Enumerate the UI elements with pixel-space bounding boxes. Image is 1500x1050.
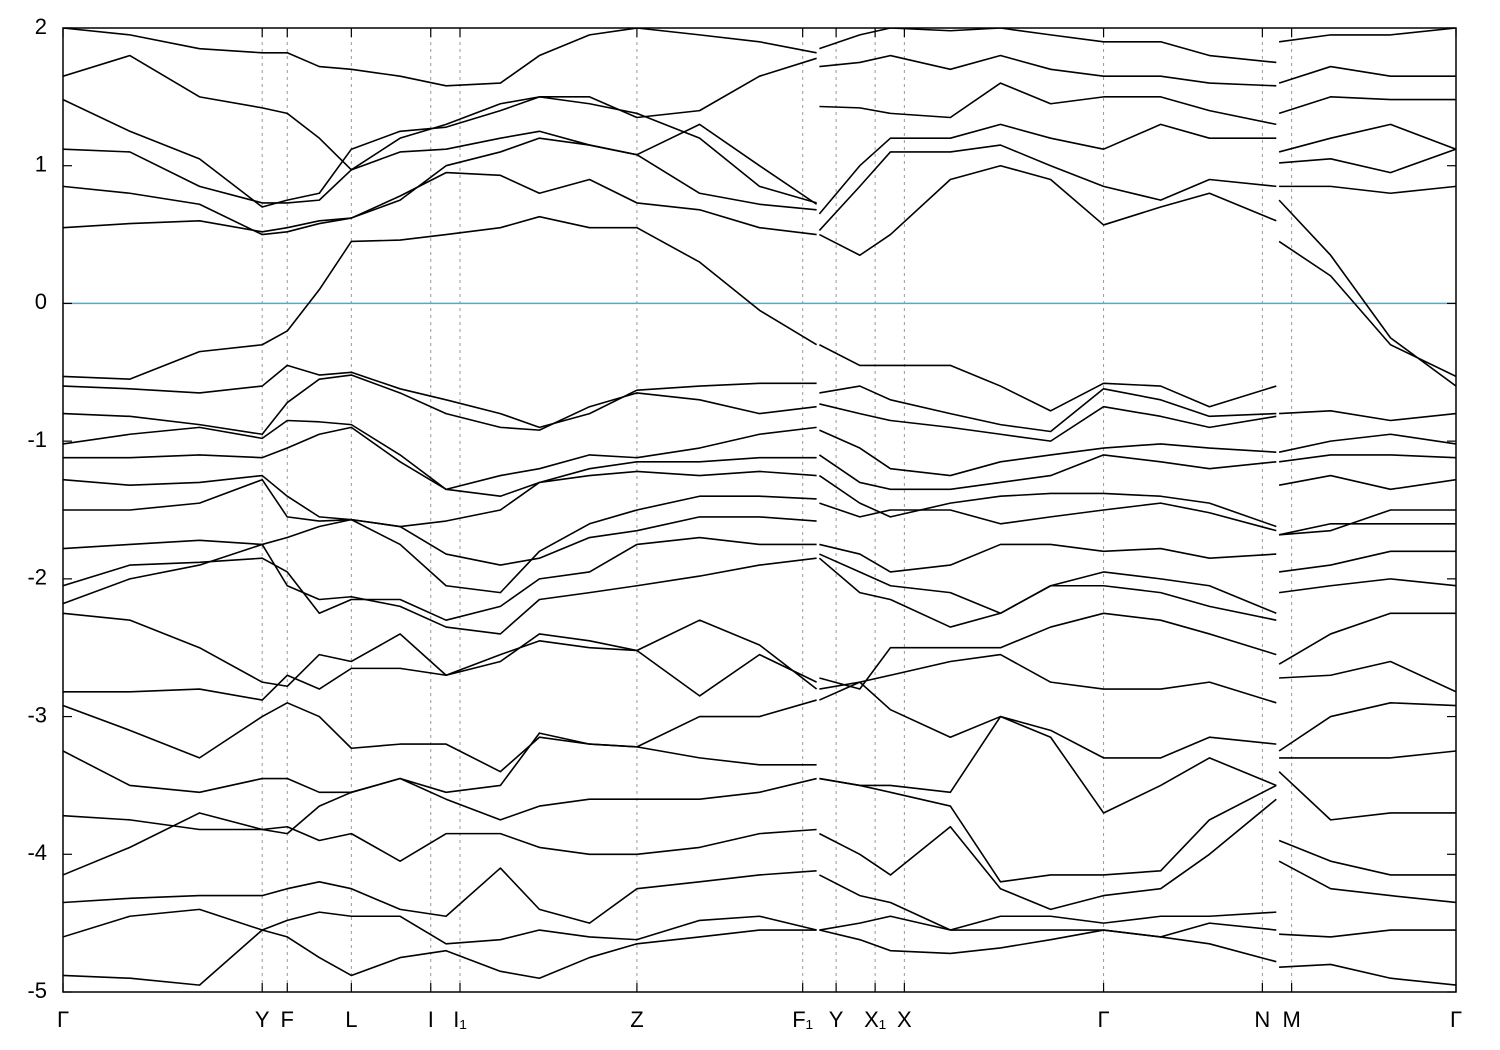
y-tick-label: -2 — [27, 565, 47, 590]
bands — [63, 28, 1456, 986]
band-line — [63, 426, 1456, 498]
band-line — [63, 543, 1456, 635]
band-line — [63, 681, 1456, 773]
band-line — [63, 536, 1456, 621]
band-line — [63, 54, 1456, 171]
y-tick-label: 1 — [35, 152, 47, 177]
plot-frame — [62, 27, 1457, 993]
band-line — [63, 771, 1456, 883]
band-line — [63, 164, 1456, 257]
band-line — [63, 516, 1456, 573]
band-line — [63, 798, 1456, 911]
y-tick-label: -5 — [27, 978, 47, 1003]
x-tick-label: Y — [255, 1007, 270, 1032]
y-tick-label: -1 — [27, 427, 47, 452]
band-line — [63, 215, 1456, 412]
band-line — [63, 470, 1456, 528]
band-line — [63, 374, 1456, 442]
grid — [261, 28, 1293, 992]
x-tick-label: Γ — [1098, 1007, 1110, 1032]
band-line — [63, 137, 1456, 236]
x-tick-label: Γ — [1450, 1007, 1462, 1032]
x-tick-label: X₁ — [864, 1007, 886, 1032]
band-line — [63, 123, 1456, 215]
band-line — [63, 82, 1456, 208]
x-tick-label: Γ — [57, 1007, 69, 1032]
x-tick-label: N — [1254, 1007, 1270, 1032]
x-tick-label: X — [897, 1007, 912, 1032]
y-tick-label: -3 — [27, 702, 47, 727]
x-tick-label: F₁ — [792, 1007, 813, 1032]
band-line — [63, 612, 1456, 697]
band-line — [63, 419, 1456, 491]
y-tick-label: 0 — [35, 289, 47, 314]
x-tick-label: M — [1282, 1007, 1300, 1032]
x-tick-label: Z — [630, 1007, 643, 1032]
x-tick-label: F — [281, 1007, 294, 1032]
x-tick-label: Y — [829, 1007, 844, 1032]
band-line — [63, 199, 1456, 433]
y-tick-label: 2 — [35, 14, 47, 39]
y-tick-label: -4 — [27, 840, 47, 865]
x-tick-label: L — [345, 1007, 357, 1032]
x-tick-label: I₁ — [453, 1007, 467, 1032]
band-line — [63, 908, 1456, 945]
band-line — [63, 478, 1456, 594]
band-line — [63, 715, 1456, 814]
band-line — [63, 619, 1456, 704]
band-line — [63, 860, 1456, 931]
x-tick-label: I — [428, 1007, 434, 1032]
band-line — [63, 28, 1456, 87]
band-line — [63, 929, 1456, 986]
